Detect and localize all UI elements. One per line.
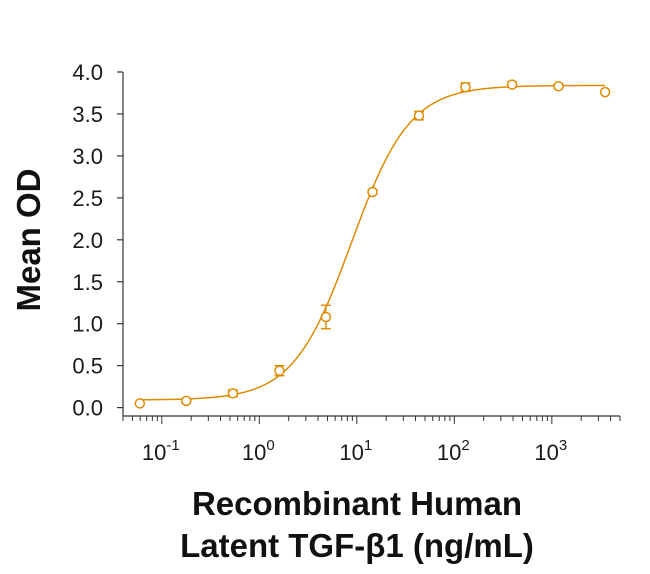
y-tick-label: 0.5 (72, 354, 103, 379)
axes (122, 72, 620, 417)
x-tick-base: 10 (437, 440, 461, 465)
x-tick-exponent: -1 (166, 437, 179, 454)
y-tick-label: 4.0 (72, 60, 103, 85)
x-tick-label: 10-1 (142, 437, 180, 465)
data-point (460, 81, 471, 93)
x-tick-base: 10 (242, 440, 266, 465)
data-point (274, 365, 285, 376)
data-point (506, 79, 518, 90)
x-tick-label: 102 (437, 437, 470, 465)
y-tick-label: 3.5 (72, 102, 103, 127)
y-tick-label: 3.0 (72, 144, 103, 169)
x-tick-base: 10 (339, 440, 363, 465)
data-point (367, 186, 378, 198)
y-axis-title: Mean OD (10, 168, 47, 311)
x-tick-exponent: 1 (364, 437, 372, 454)
data-point (553, 81, 564, 92)
data-point (227, 388, 239, 399)
y-tick-label: 0.0 (72, 396, 103, 421)
x-tick-exponent: 3 (559, 437, 567, 454)
data-point (599, 86, 611, 98)
x-axis-title-line-2: Latent TGF-β1 (ng/mL) (180, 527, 534, 564)
x-tick-base: 10 (142, 440, 166, 465)
data-point (320, 311, 332, 323)
x-tick-base: 10 (534, 440, 558, 465)
y-tick-label: 2.5 (72, 186, 103, 211)
x-tick-label: 103 (534, 437, 567, 465)
x-ticks: 10-1 100 101 102 103 (122, 416, 621, 465)
y-ticks: 0.0 0.5 1.0 1.5 2.0 2.5 3.0 3.5 4.0 (72, 60, 123, 421)
data-point (134, 398, 146, 409)
x-tick-exponent: 0 (266, 437, 274, 454)
x-tick-label: 101 (339, 437, 372, 465)
x-axis-title-line-1: Recombinant Human (192, 485, 522, 522)
x-tick-exponent: 2 (461, 437, 469, 454)
fit-curve (139, 84, 606, 401)
y-tick-label: 1.5 (72, 270, 103, 295)
data-point (180, 395, 192, 407)
y-tick-label: 1.0 (72, 312, 103, 337)
data-point (413, 110, 425, 121)
y-tick-label: 2.0 (72, 228, 103, 253)
data-points (134, 79, 611, 409)
x-tick-label: 100 (242, 437, 275, 465)
